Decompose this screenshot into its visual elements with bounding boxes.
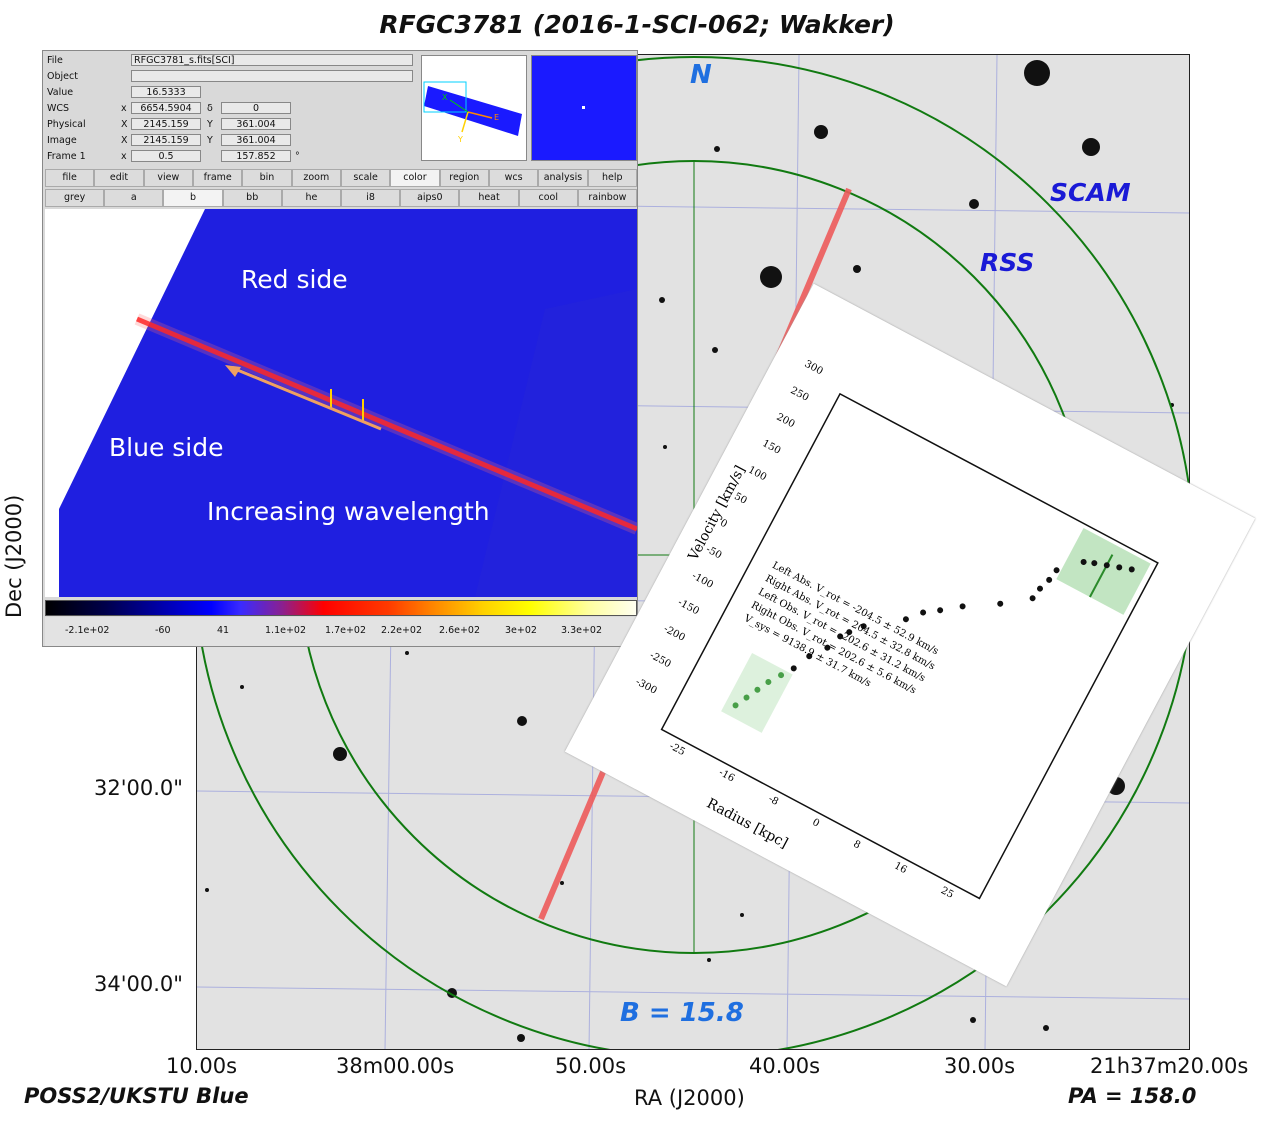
cbar-tick-2: -60 [155, 625, 171, 636]
colorbar[interactable] [45, 600, 637, 616]
cbar-tick-5: 1.7e+02 [325, 625, 367, 636]
image-y-field[interactable]: 361.004 [221, 134, 291, 146]
menu-wcs[interactable]: wcs [488, 169, 539, 187]
rotation-curve-card: Radius [kpc] Velocity [km/s] 300 250 200 1… [564, 283, 1256, 987]
panner-e-label: E [494, 113, 499, 122]
ra-tick-1: 10.00s [166, 1054, 238, 1078]
frame-zoom-field[interactable]: 0.5 [131, 150, 201, 162]
colorbar-ticks: -2.1e+02 -60 41 1.1e+02 1.7e+02 2.2e+02 … [45, 617, 637, 646]
scam-label: SCAM [1050, 178, 1131, 207]
survey-label: POSS2/UKSTU Blue [24, 1084, 249, 1108]
wcs-y-field[interactable]: 0 [221, 102, 291, 114]
cmap-a[interactable]: a [104, 189, 164, 207]
menu-color[interactable]: color [390, 169, 440, 187]
value-field[interactable]: 16.5333 [131, 86, 201, 98]
cmap-grey[interactable]: grey [45, 189, 105, 207]
cbar-tick-9: 3.3e+02 [561, 625, 603, 636]
cbar-tick-7: 2.6e+02 [439, 625, 481, 636]
menu-edit[interactable]: edit [94, 169, 144, 187]
info-row-image: Image X 2145.159 Y 361.004 [45, 133, 420, 149]
ra-tick-2: 38m00.00s [336, 1054, 455, 1078]
y-axis-label: Dec (J2000) [2, 494, 26, 618]
cbar-tick-3: 41 [217, 625, 230, 636]
colormap-bar: grey a b bb he i8 aips0 heat cool rainbo… [45, 189, 637, 207]
compass-n: N [690, 60, 712, 90]
object-field[interactable] [131, 70, 413, 82]
cmap-he[interactable]: he [281, 189, 342, 207]
menu-region[interactable]: region [439, 169, 489, 187]
cbar-tick-8: 3e+02 [505, 625, 537, 636]
menu-help[interactable]: help [587, 169, 637, 187]
rss-label: RSS [980, 248, 1035, 277]
image-x-field[interactable]: 2145.159 [131, 134, 201, 146]
file-field[interactable]: RFGC3781_s.fits[SCI] [131, 54, 413, 66]
cbar-tick-1: -2.1e+02 [65, 625, 110, 636]
dec-tick-2: 34'00.0" [94, 972, 183, 996]
x-axis-label: RA (J2000) [634, 1086, 745, 1110]
info-row-physical: Physical X 2145.159 Y 361.004 [45, 117, 420, 133]
info-row-frame: Frame 1 x 0.5 157.852 ° [47, 150, 300, 162]
info-panel: File RFGC3781_s.fits[SCI] Object Value 1… [45, 53, 420, 165]
menu-frame[interactable]: frame [192, 169, 243, 187]
wcs-x-field[interactable]: 6654.5904 [131, 102, 201, 114]
dec-tick-1: 32'00.0" [94, 776, 183, 800]
menu-view[interactable]: view [143, 169, 193, 187]
ra-tick-4: 40.00s [749, 1054, 821, 1078]
panner-y-label: Y [457, 135, 463, 144]
magnitude-label: B = 15.8 [620, 998, 744, 1028]
info-row-value: Value 16.5333 [45, 85, 420, 101]
panner[interactable]: X E Y [421, 55, 527, 161]
cmap-i8[interactable]: i8 [341, 189, 401, 207]
menu-bin[interactable]: bin [242, 169, 292, 187]
cbar-tick-4: 1.1e+02 [265, 625, 307, 636]
ra-tick-5: 30.00s [944, 1054, 1016, 1078]
cmap-bb[interactable]: bb [222, 189, 282, 207]
cmap-cool[interactable]: cool [518, 189, 578, 207]
magnifier [531, 55, 637, 161]
cmap-heat[interactable]: heat [459, 189, 519, 207]
red-side-label: Red side [241, 265, 348, 294]
cbar-tick-6: 2.2e+02 [381, 625, 423, 636]
info-row-file: File RFGC3781_s.fits[SCI] [45, 53, 420, 69]
rotation-curve-plot [660, 392, 1159, 900]
menu-analysis[interactable]: analysis [538, 169, 588, 187]
figure-title: RFGC3781 (2016-1-SCI-062; Wakker) [379, 10, 895, 39]
blue-side-label: Blue side [109, 433, 224, 462]
ds9-window: File RFGC3781_s.fits[SCI] Object Value 1… [42, 50, 638, 647]
spectrum-image[interactable]: Red side Blue side Increasing wavelength [45, 209, 637, 597]
menu-bar: file edit view frame bin zoom scale colo… [45, 169, 637, 187]
cmap-rainbow[interactable]: rainbow [577, 189, 637, 207]
ra-tick-3: 50.00s [555, 1054, 627, 1078]
physical-x-field[interactable]: 2145.159 [131, 118, 201, 130]
cmap-aips0[interactable]: aips0 [400, 189, 460, 207]
frame-angle-field[interactable]: 157.852 [221, 150, 291, 162]
menu-scale[interactable]: scale [340, 169, 391, 187]
panner-x-label: X [442, 93, 448, 102]
physical-y-field[interactable]: 361.004 [221, 118, 291, 130]
ra-tick-6: 21h37m20.00s [1090, 1054, 1249, 1078]
cmap-b[interactable]: b [163, 189, 223, 207]
menu-file[interactable]: file [45, 169, 95, 187]
pa-label: PA = 158.0 [1068, 1084, 1197, 1108]
info-row-wcs: WCS x 6654.5904 δ 0 [45, 101, 420, 117]
wavelength-arrow-label: Increasing wavelength [207, 497, 490, 526]
info-row-object: Object [45, 69, 420, 85]
menu-zoom[interactable]: zoom [291, 169, 341, 187]
